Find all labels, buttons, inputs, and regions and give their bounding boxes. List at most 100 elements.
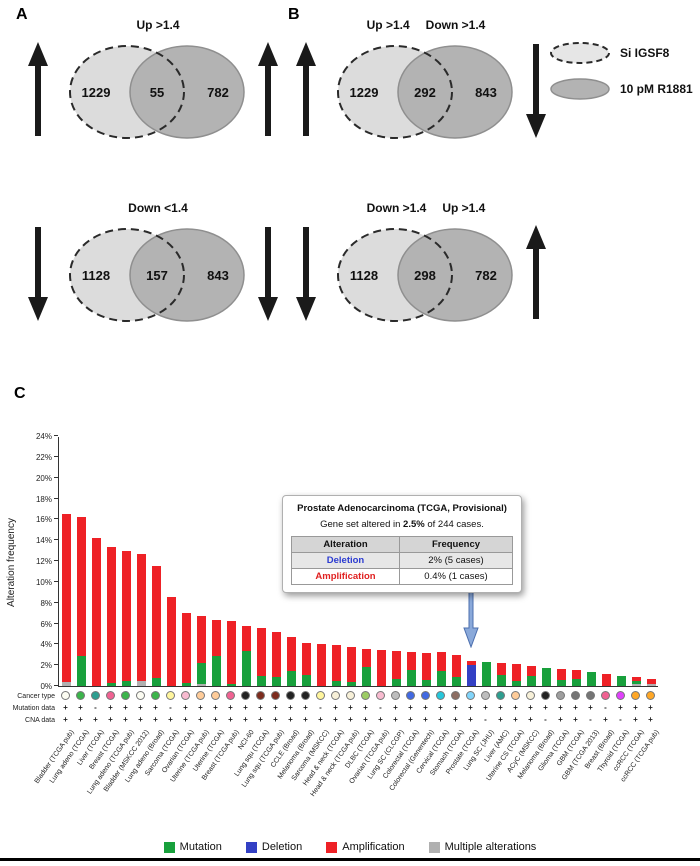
venn-b-top-title: Up >1.4 Down >1.4 (292, 18, 560, 34)
dashed-ellipse-icon (550, 42, 610, 64)
multiple-alterations-swatch (428, 841, 440, 853)
deletion-label: Deletion (291, 552, 400, 569)
cancer-type-dot (541, 691, 550, 700)
left-only-count: 1229 (350, 85, 379, 100)
mutation-data-flag: + (213, 703, 218, 712)
venn-b-top: Up >1.4 Down >1.4 1229 292 843 (292, 18, 560, 151)
overlap-count: 292 (414, 85, 436, 100)
mutation-data-flag: - (604, 703, 607, 712)
bar-segment-amplification (122, 550, 131, 681)
mutation-data-flag: + (258, 703, 263, 712)
mutation-data-flag: + (63, 703, 68, 712)
cancer-type-dot (91, 691, 100, 700)
venn-title-text: Up >1.4 (442, 201, 486, 215)
bar-segment-amplification (347, 647, 356, 682)
down-arrow-icon (258, 227, 278, 321)
venn-a-bottom-title: Down <1.4 (24, 201, 292, 217)
venn-a-top: Up >1.4 1229 55 782 (24, 18, 292, 151)
cna-data-flag: + (93, 715, 98, 724)
bar-segment-amplification (377, 649, 386, 686)
cancer-type-dot (601, 691, 610, 700)
tooltip-body: Gene set altered in 2.5% of 244 cases. (320, 519, 484, 530)
cna-data-flag: + (213, 715, 218, 724)
cancer-type-dot (361, 691, 370, 700)
cna-data-flag: + (603, 715, 608, 724)
left-only-count: 1229 (82, 85, 111, 100)
cna-data-flag: + (423, 715, 428, 724)
cna-data-flag: + (303, 715, 308, 724)
y-tick-label: 0% (40, 682, 52, 691)
r1881-set-ellipse (397, 228, 513, 322)
y-tick-mark (54, 497, 58, 499)
bar-segment-mutation (107, 682, 116, 686)
venn-a-top-title: Up >1.4 (24, 18, 292, 34)
frequency-header: Frequency (398, 536, 514, 553)
y-tick-mark (54, 685, 58, 686)
cancer-type-dot (376, 691, 385, 700)
cancer-type-dot (301, 691, 310, 700)
category-labels: Bladder (TCGA pub) Lung adeno (TCGA) Liver… (34, 729, 661, 839)
bar-segment-mutation (572, 678, 581, 686)
cancer-type-dot (316, 691, 325, 700)
mutation-data-flag: + (153, 703, 158, 712)
mutation-data-flag: + (453, 703, 458, 712)
legend-amplification: Amplification (326, 841, 405, 853)
y-tick-label: 6% (40, 619, 52, 629)
cna-data-flag: + (573, 715, 578, 724)
cna-data-flag: + (63, 715, 68, 724)
y-tick-label: 2% (40, 661, 52, 671)
bar-segment-mutation (152, 677, 161, 686)
bar-segment-mutation (347, 681, 356, 686)
r1881-set-ellipse (397, 45, 513, 139)
amplification-frequency: 0.4% (1 cases) (398, 568, 514, 585)
mutation-data-flag: + (633, 703, 638, 712)
y-tick-mark (54, 664, 58, 666)
cancer-type-dot (331, 691, 340, 700)
y-tick-label: 14% (35, 536, 52, 546)
deletion-row: Deletion 2% (5 cases) (291, 552, 514, 569)
y-tick-label: 12% (35, 557, 52, 566)
cancer-type-dot (466, 691, 475, 700)
cancer-type-dot (181, 691, 190, 700)
down-arrow-icon (28, 227, 48, 321)
overlap-count: 157 (146, 268, 168, 283)
mutation-data-row-label: Mutation data (12, 705, 55, 712)
left-only-count: 1128 (350, 268, 378, 283)
legend-mutation: Mutation (163, 841, 222, 853)
y-tick-label: 20% (35, 473, 52, 483)
up-arrow-icon (526, 225, 546, 319)
y-tick-label: 24% (35, 432, 52, 441)
cna-data-flag: + (498, 715, 503, 724)
cna-data-flag: + (243, 715, 248, 724)
legend-label: 10 pM R1881 (620, 82, 693, 96)
cancer-type-dot (271, 691, 280, 700)
cna-data-flag: + (138, 715, 143, 724)
cna-data-flag: + (168, 715, 173, 724)
cancer-type-dot (631, 691, 640, 700)
cna-data-flag: + (648, 715, 653, 724)
mutation-data-flag: + (273, 703, 278, 712)
cna-data-row: + + + + + + + + + + + + + + + + + + + + + + + + + + + + - + + + - + + - + - + + (58, 715, 658, 725)
bar-segment-amplification (632, 676, 641, 681)
legend-label: Si IGSF8 (620, 46, 670, 60)
cna-data-flag: + (378, 715, 383, 724)
cancer-type-dot (151, 691, 160, 700)
cna-data-flag: + (273, 715, 278, 724)
cancer-type-dot (406, 691, 415, 700)
bar-segment-mutation (587, 672, 596, 686)
y-tick-mark (54, 455, 58, 457)
mutation-data-flag: + (648, 703, 653, 712)
cancer-type-dot (646, 691, 655, 700)
tooltip-table: Alteration Frequency Deletion 2% (5 case… (291, 536, 514, 585)
bar-segment-amplification (512, 664, 521, 681)
bar-segment-mutation (437, 671, 446, 686)
venn-b-bottom: Down >1.4 Up >1.4 1128 298 782 (292, 201, 560, 334)
down-arrow-icon (526, 44, 546, 138)
y-tick-mark (54, 435, 58, 436)
cna-data-flag: - (589, 715, 592, 724)
mutation-data-flag: + (528, 703, 533, 712)
bar-segment-amplification (257, 627, 266, 676)
cna-data-flag: + (348, 715, 353, 724)
bar-segment-multiple (632, 683, 641, 686)
prostate-tooltip: Prostate Adenocarcinoma (TCGA, Provision… (282, 495, 522, 593)
